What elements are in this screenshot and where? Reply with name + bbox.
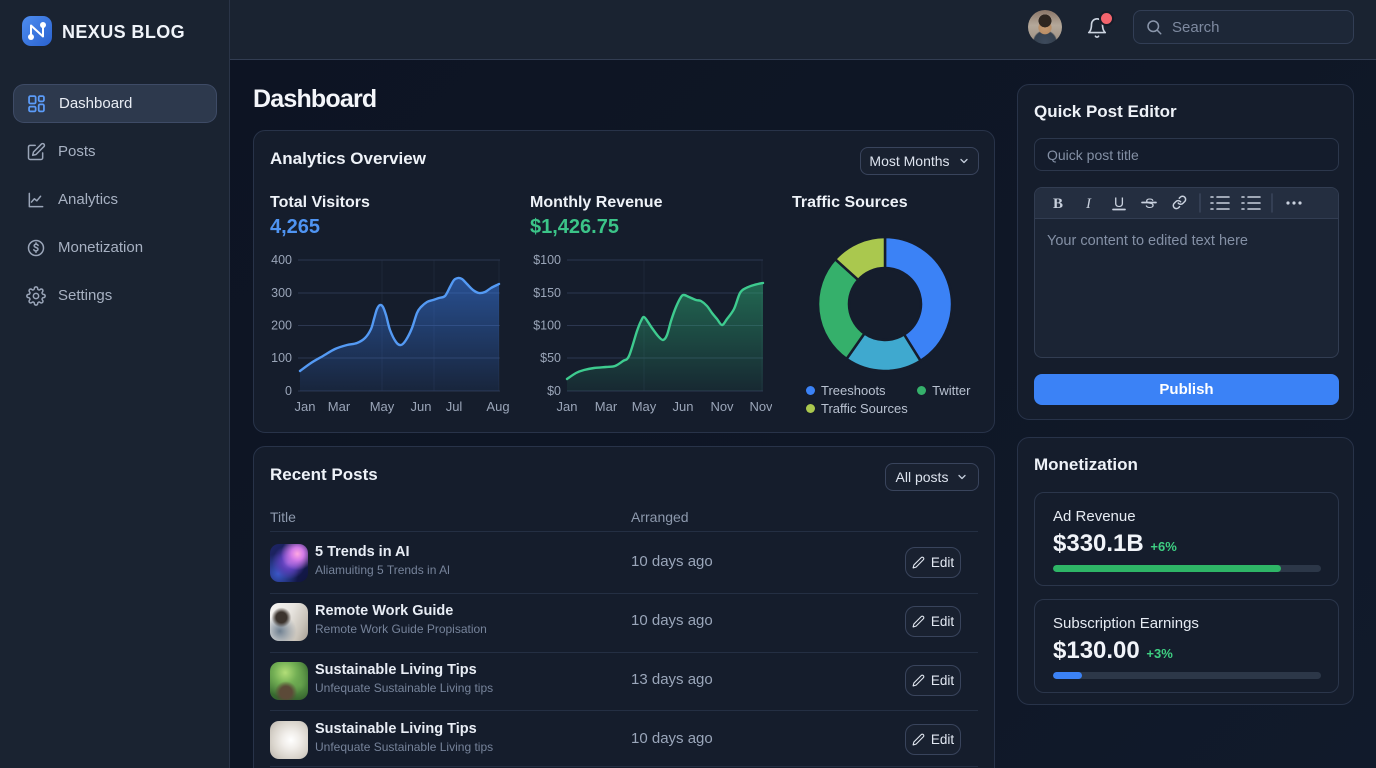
svg-text:Jul: Jul xyxy=(446,399,463,414)
svg-text:Aug: Aug xyxy=(486,399,509,414)
svg-text:Jan: Jan xyxy=(557,399,578,414)
svg-text:U: U xyxy=(1114,194,1124,210)
svg-text:B: B xyxy=(1053,196,1063,212)
svg-text:May: May xyxy=(632,399,657,414)
svg-text:100: 100 xyxy=(271,351,292,365)
svg-text:Jun: Jun xyxy=(411,399,432,414)
svg-text:0: 0 xyxy=(285,384,292,398)
svg-text:May: May xyxy=(370,399,395,414)
svg-text:Mar: Mar xyxy=(595,399,618,414)
svg-text:$0: $0 xyxy=(547,384,561,398)
svg-text:Nov: Nov xyxy=(710,399,734,414)
svg-text:$100: $100 xyxy=(533,319,561,333)
svg-text:$100: $100 xyxy=(533,253,561,267)
svg-text:Mar: Mar xyxy=(328,399,351,414)
svg-text:Jan: Jan xyxy=(295,399,316,414)
svg-text:200: 200 xyxy=(271,319,292,333)
svg-text:Nov: Nov xyxy=(749,399,772,414)
svg-text:400: 400 xyxy=(271,253,292,267)
svg-text:I: I xyxy=(1085,196,1092,212)
svg-text:300: 300 xyxy=(271,286,292,300)
svg-text:Jun: Jun xyxy=(673,399,694,414)
svg-text:$150: $150 xyxy=(533,286,561,300)
svg-text:$50: $50 xyxy=(540,351,561,365)
